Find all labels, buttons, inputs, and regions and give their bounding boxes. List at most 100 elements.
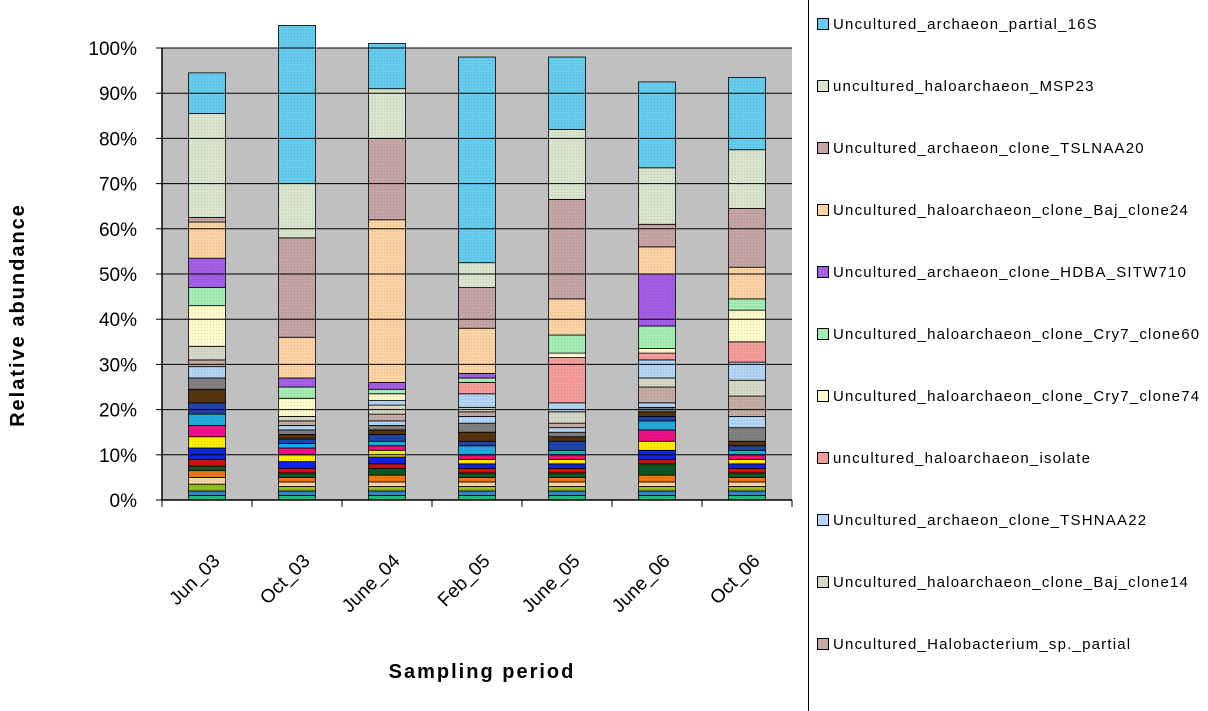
bar-segment xyxy=(638,474,676,483)
bar-segment xyxy=(548,467,586,474)
bar-segment xyxy=(728,309,766,343)
bar-segment xyxy=(188,436,226,449)
bar-segment xyxy=(728,208,766,268)
bar-segment xyxy=(638,463,676,476)
bar-segment xyxy=(278,237,316,338)
bar-segment xyxy=(548,128,586,200)
bar-segment xyxy=(278,183,316,239)
legend-swatch xyxy=(817,80,829,92)
bar-segment xyxy=(368,388,406,395)
bar-segment xyxy=(278,415,316,422)
legend-item: Uncultured_archaeon_clone_HDBA_SITW710 xyxy=(817,262,1187,282)
bar-segment xyxy=(368,486,406,492)
y-axis-title: Relative abundance xyxy=(7,203,29,427)
bar-segment xyxy=(458,458,496,465)
bar-segment xyxy=(728,379,766,397)
bar-segment xyxy=(278,24,316,184)
bar-segment xyxy=(278,486,316,492)
bar-segment xyxy=(548,454,586,460)
bar-segment xyxy=(458,262,496,288)
bar-segment xyxy=(548,411,586,424)
x-tick-labels: Jun_03 Oct_03 June_04 Feb_05 June_05 June_06 O… xyxy=(166,550,765,617)
legend-item: Uncultured_haloarchaeon_clone_Baj_clone2… xyxy=(817,200,1189,220)
x-tick-label: Oct_06 xyxy=(706,551,764,609)
bar-segment xyxy=(548,357,586,404)
bar-segment xyxy=(278,386,316,399)
y-tick-label: 100% xyxy=(88,39,137,60)
bar-segment xyxy=(188,483,226,492)
bar-segment xyxy=(188,287,226,307)
bar-segment xyxy=(638,348,676,354)
legend: Uncultured_archaeon_partial_16S unculture… xyxy=(808,0,1208,711)
bar-segment xyxy=(458,486,496,492)
bar-segment xyxy=(458,476,496,483)
bar-segment xyxy=(278,443,316,449)
x-tick-label: June_04 xyxy=(338,550,405,617)
bar-segment xyxy=(728,395,766,417)
legend-swatch xyxy=(817,514,829,526)
bar-segment xyxy=(458,467,496,474)
bar-segment xyxy=(548,463,586,469)
bar-segment xyxy=(368,481,406,487)
bars-group xyxy=(188,24,766,501)
bar-segment xyxy=(638,420,676,431)
legend-swatch xyxy=(817,390,829,402)
x-tick-label: June_05 xyxy=(518,551,584,617)
y-tick-label: 60% xyxy=(99,220,137,241)
legend-swatch xyxy=(817,452,829,464)
x-tick-label: Feb_05 xyxy=(434,551,494,611)
bar-segment xyxy=(638,429,676,442)
y-tick-label: 50% xyxy=(99,265,137,286)
bar-segment xyxy=(188,345,226,361)
bar-segment xyxy=(188,425,226,438)
x-tick-label: June_06 xyxy=(608,551,674,617)
x-tick-label: Jun_03 xyxy=(166,551,225,610)
bar-segment xyxy=(368,219,406,383)
bar-segment xyxy=(368,449,406,458)
bar-segment xyxy=(458,440,496,447)
bar-segment xyxy=(278,481,316,487)
bar-segment xyxy=(548,476,586,483)
bar-segment xyxy=(368,382,406,390)
bar-segment xyxy=(728,440,766,447)
bar-segment xyxy=(188,413,226,426)
bar-segment xyxy=(188,476,226,485)
bar-segment xyxy=(638,415,676,422)
bar-segment xyxy=(368,467,406,476)
legend-swatch xyxy=(817,328,829,340)
legend-label: Uncultured_haloarchaeon_clone_Cry7_clone… xyxy=(833,387,1201,405)
legend-swatch xyxy=(817,576,829,588)
bar-segment xyxy=(728,415,766,429)
bar-segment xyxy=(458,490,496,496)
bar-segment xyxy=(548,449,586,456)
legend-label: Uncultured_haloarchaeon_clone_Cry7_clone… xyxy=(833,325,1201,343)
bar-segment xyxy=(638,486,676,492)
legend-label: uncultured_haloarchaeon_isolate xyxy=(833,449,1092,467)
bar-segment xyxy=(458,373,496,379)
bar-segment xyxy=(368,413,406,422)
bar-segment xyxy=(728,266,766,300)
bar-segment xyxy=(548,436,586,442)
bar-segment xyxy=(458,382,496,395)
bar-segment xyxy=(548,427,586,433)
bar-segment xyxy=(638,377,676,388)
legend-label: Uncultured_archaeon_clone_TSLNAA20 xyxy=(833,139,1145,157)
bar-segment xyxy=(278,420,316,426)
bar-segment xyxy=(548,472,586,478)
bar-segment xyxy=(368,43,406,90)
bar-segment xyxy=(278,434,316,440)
bar-segment xyxy=(188,465,226,472)
legend-swatch xyxy=(817,638,829,650)
axes-group xyxy=(156,47,793,507)
bar-segment xyxy=(368,88,406,139)
legend-label: Uncultured_haloarchaeon_clone_Baj_clone1… xyxy=(833,573,1190,591)
bar-segment xyxy=(728,481,766,487)
bar-segment xyxy=(188,490,226,496)
bar-segment xyxy=(548,431,586,438)
bar-segment xyxy=(458,472,496,478)
bar-segment xyxy=(638,273,676,327)
bar-segment xyxy=(728,467,766,474)
bar-segment xyxy=(188,377,226,390)
legend-label: Uncultured_Halobacterium_sp._partial xyxy=(833,635,1132,653)
bar-segment xyxy=(188,257,226,288)
